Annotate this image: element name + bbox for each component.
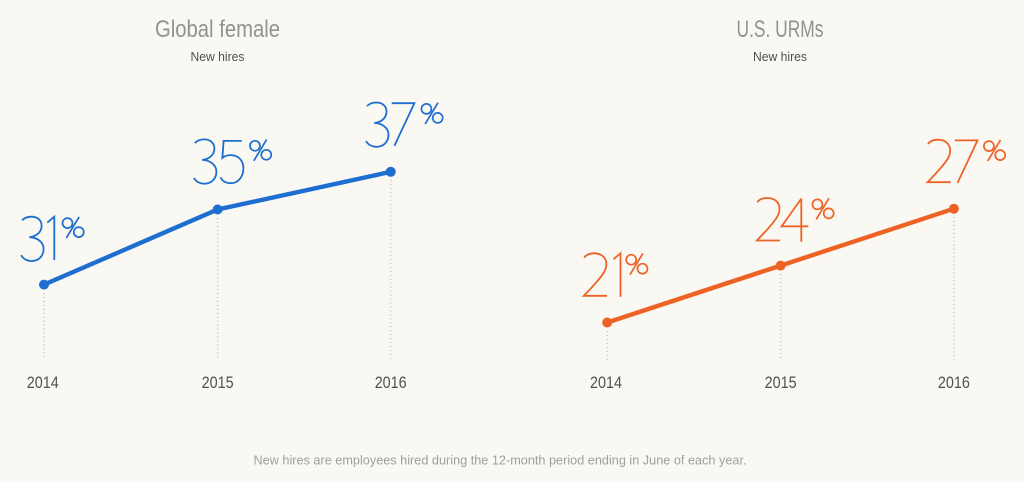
svg-text:U.S. URMs: U.S. URMs [737, 16, 824, 43]
svg-text:2014: 2014 [27, 374, 59, 392]
svg-text:2016: 2016 [938, 374, 970, 392]
svg-text:2015: 2015 [202, 374, 234, 392]
svg-text:New hires: New hires [191, 49, 245, 64]
svg-text:Global female: Global female [155, 16, 280, 43]
svg-text:New hires: New hires [753, 49, 807, 64]
svg-text:2016: 2016 [375, 374, 407, 392]
svg-text:New hires are employees hired: New hires are employees hired during the… [254, 453, 747, 468]
svg-text:2014: 2014 [590, 374, 622, 392]
svg-text:2015: 2015 [765, 374, 797, 392]
